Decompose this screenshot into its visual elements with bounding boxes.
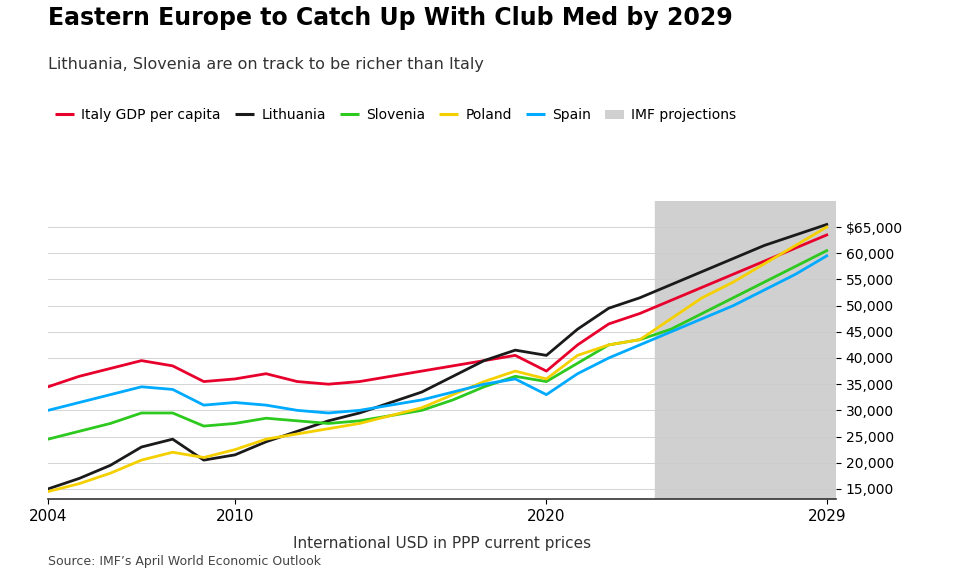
Bar	[655, 201, 836, 499]
Text: International USD in PPP current prices: International USD in PPP current prices	[293, 536, 591, 551]
Legend: Italy GDP per capita, Lithuania, Slovenia, Poland, Spain, IMF projections: Italy GDP per capita, Lithuania, Sloveni…	[55, 108, 736, 122]
Text: Eastern Europe to Catch Up With Club Med by 2029: Eastern Europe to Catch Up With Club Med…	[48, 6, 733, 30]
Text: Source: IMF’s April World Economic Outlook: Source: IMF’s April World Economic Outlo…	[48, 555, 321, 568]
Text: Lithuania, Slovenia are on track to be richer than Italy: Lithuania, Slovenia are on track to be r…	[48, 57, 484, 72]
